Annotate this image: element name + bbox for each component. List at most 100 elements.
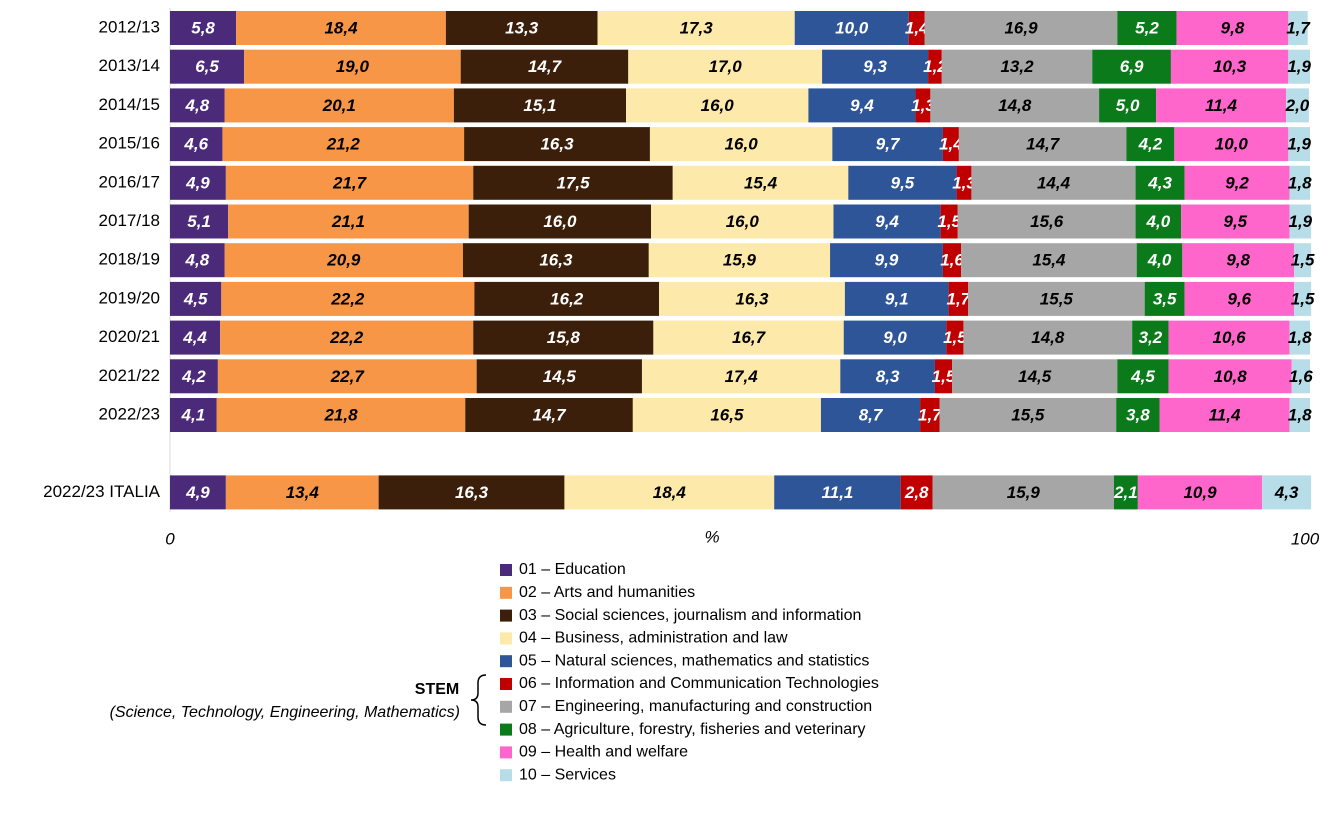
value-label: 1,5 [1291, 289, 1315, 308]
legend-label: 02 – Arts and humanities [519, 584, 695, 601]
bar-segment [224, 88, 454, 123]
value-label: 9,0 [883, 328, 907, 347]
value-label: 22,2 [330, 289, 365, 308]
legend-label: 03 – Social sciences, journalism and inf… [519, 607, 861, 624]
value-label: 1,3 [911, 96, 935, 115]
value-label: 22,7 [330, 367, 366, 386]
value-label: 1,4 [905, 18, 929, 37]
value-label: 21,8 [323, 405, 358, 424]
value-label: 9,5 [1224, 212, 1248, 231]
y-tick-label: 2014/15 [99, 95, 160, 114]
bar-segment [170, 398, 217, 432]
value-label: 1,8 [1288, 173, 1312, 192]
value-label: 16,3 [540, 135, 574, 154]
bar-segment [930, 88, 1100, 123]
value-label: 10,3 [1213, 57, 1247, 76]
value-label: 14,8 [998, 96, 1032, 115]
bar-segment [1182, 243, 1295, 278]
bar-segment [1289, 204, 1312, 239]
bar-segment [453, 88, 626, 123]
x-tick-label: 0 [165, 529, 175, 548]
bar-segment [1291, 359, 1310, 394]
bar-segment [1170, 49, 1289, 84]
value-label: 14,7 [533, 405, 568, 424]
bar-segment [462, 243, 649, 278]
bar-segment [1288, 11, 1308, 45]
bar-segment [1117, 359, 1169, 394]
bar-segment [170, 281, 222, 316]
bar-segment [225, 165, 474, 200]
bar-segment [1144, 281, 1185, 316]
legend-swatch [500, 769, 512, 782]
bar-segment [1099, 88, 1157, 123]
value-label: 13,4 [286, 483, 320, 502]
value-label: 16,5 [710, 405, 744, 424]
value-label: 1,5 [943, 328, 967, 347]
value-label: 14,8 [1031, 328, 1065, 347]
bar-segment [170, 320, 221, 355]
x-tick-label: 100 [1291, 529, 1320, 548]
value-label: 10,8 [1214, 367, 1248, 386]
bar-segment [597, 11, 795, 45]
value-label: 5,2 [1135, 18, 1159, 37]
bar-segment [170, 204, 229, 239]
bar-segment [1116, 398, 1160, 432]
y-tick-label: 2019/20 [99, 288, 160, 307]
value-label: 3,5 [1153, 289, 1177, 308]
bar-segment [1168, 320, 1290, 355]
value-label: 16,7 [732, 328, 767, 347]
value-label: 1,4 [939, 135, 963, 154]
value-label: 16,0 [701, 96, 735, 115]
bar-segment [1135, 204, 1182, 239]
bar-segment [1288, 49, 1310, 84]
bar-segment [1113, 475, 1138, 510]
value-label: 9,5 [891, 173, 915, 192]
bar-segment [961, 243, 1137, 278]
bar-segment [221, 281, 475, 316]
y-tick-label: 2021/22 [99, 366, 160, 385]
value-label: 4,5 [1130, 367, 1155, 386]
value-label: 16,0 [726, 212, 760, 231]
bar-segment [948, 281, 968, 316]
bar-segment [848, 165, 957, 200]
value-label: 9,4 [850, 96, 874, 115]
y-tick-label: 2015/16 [99, 134, 160, 153]
value-label: 15,9 [1007, 483, 1041, 502]
bar-segment [626, 88, 809, 123]
bar-segment [216, 398, 466, 432]
bar-segment [942, 243, 962, 278]
value-label: 6,5 [195, 57, 219, 76]
bar-segment [473, 165, 673, 200]
value-label: 16,0 [543, 212, 577, 231]
value-label: 4,6 [183, 135, 208, 154]
value-label: 1,3 [952, 173, 976, 192]
bar-segment [1286, 88, 1309, 123]
value-label: 16,3 [735, 289, 769, 308]
value-label: 4,9 [185, 483, 210, 502]
bar-segment [843, 320, 947, 355]
value-label: 1,9 [1287, 135, 1311, 154]
bar-segment [1159, 398, 1290, 432]
bar-segment [468, 204, 652, 239]
value-label: 11,4 [1209, 405, 1241, 424]
value-label: 10,0 [1215, 135, 1249, 154]
value-label: 9,4 [875, 212, 899, 231]
y-tick-label: 2016/17 [99, 172, 160, 191]
value-label: 15,4 [744, 173, 778, 192]
bar-segment [958, 127, 1127, 162]
legend-swatch [500, 723, 512, 736]
value-label: 5,1 [187, 212, 211, 231]
value-label: 10,9 [1183, 483, 1217, 502]
legend-label: 05 – Natural sciences, mathematics and s… [519, 652, 869, 669]
bar-segment [224, 243, 463, 278]
bar-segment [170, 165, 226, 200]
bar-segment [659, 281, 845, 316]
value-label: 15,6 [1030, 212, 1064, 231]
bar-segment [1184, 165, 1290, 200]
legend-swatch [500, 632, 512, 645]
value-label: 21,2 [326, 135, 361, 154]
value-label: 14,5 [543, 367, 577, 386]
value-label: 2,8 [904, 483, 929, 502]
value-label: 5,8 [191, 18, 215, 37]
